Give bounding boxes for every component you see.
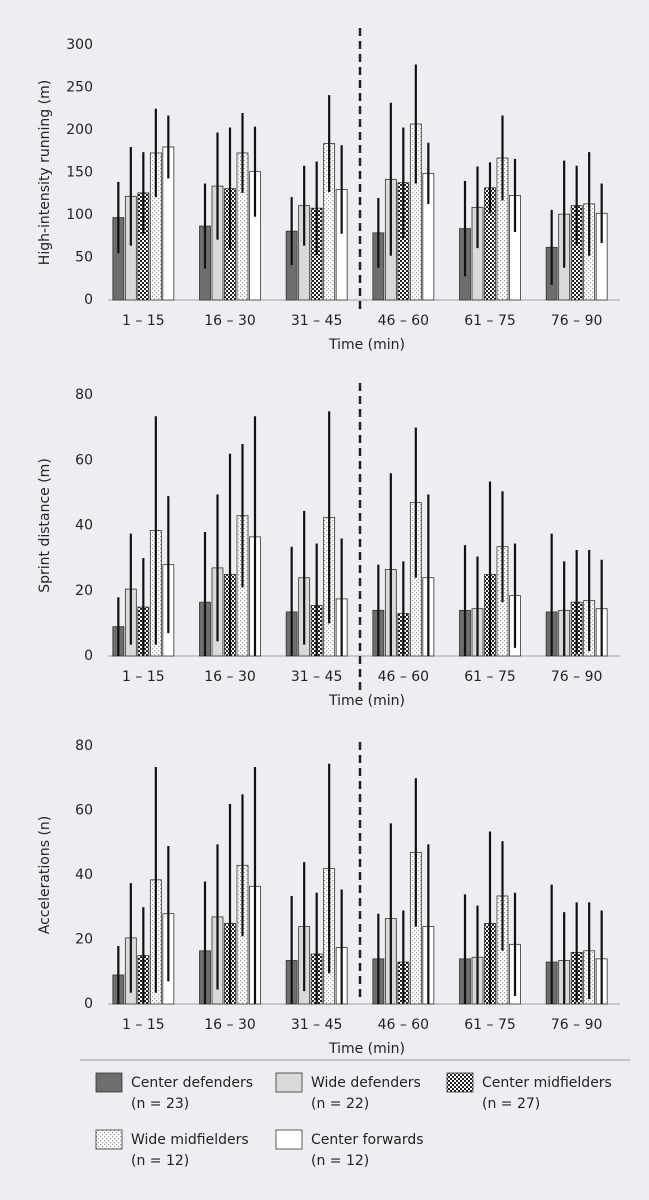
x-tick-label: 46 – 60 — [378, 669, 430, 685]
y-tick-label: 250 — [66, 80, 93, 96]
y-tick-label: 0 — [84, 648, 93, 664]
x-tick-label: 31 – 45 — [291, 1017, 343, 1033]
legend-label: Center midfielders — [482, 1075, 612, 1091]
x-tick-label: 61 – 75 — [464, 1017, 516, 1033]
legend-note: (n = 12) — [311, 1153, 369, 1169]
x-tick-label: 46 – 60 — [378, 1017, 430, 1033]
y-tick-label: 0 — [84, 996, 93, 1012]
legend-label: Wide midfielders — [131, 1132, 249, 1148]
x-tick-label: 46 – 60 — [378, 313, 430, 329]
legend-label: Center defenders — [131, 1075, 253, 1091]
y-tick-label: 40 — [75, 867, 93, 883]
x-tick-label: 1 – 15 — [122, 669, 165, 685]
x-tick-label: 61 – 75 — [464, 313, 516, 329]
y-tick-label: 200 — [66, 122, 93, 138]
legend-note: (n = 27) — [482, 1096, 540, 1112]
x-axis-label: Time (min) — [328, 1041, 405, 1057]
y-tick-label: 150 — [66, 165, 93, 181]
x-tick-label: 16 – 30 — [204, 1017, 256, 1033]
y-tick-label: 80 — [75, 738, 93, 754]
y-tick-label: 40 — [75, 518, 93, 534]
y-tick-label: 50 — [75, 250, 93, 266]
x-tick-label: 76 – 90 — [551, 313, 603, 329]
x-tick-label: 31 – 45 — [291, 669, 343, 685]
legend-swatch — [95, 1072, 123, 1093]
y-tick-label: 60 — [75, 452, 93, 468]
legend-swatch — [446, 1072, 474, 1093]
y-tick-label: 20 — [75, 932, 93, 948]
x-tick-label: 16 – 30 — [204, 313, 256, 329]
x-tick-label: 61 – 75 — [464, 669, 516, 685]
y-axis-label: High-intensity running (m) — [37, 80, 53, 265]
y-axis-label: Accelerations (n) — [37, 816, 53, 935]
legend-swatch — [275, 1072, 303, 1093]
legend-note: (n = 23) — [131, 1096, 189, 1112]
y-tick-label: 100 — [66, 207, 93, 223]
y-tick-label: 80 — [75, 387, 93, 403]
x-tick-label: 76 – 90 — [551, 1017, 603, 1033]
y-axis-label: Sprint distance (m) — [37, 458, 53, 593]
x-tick-label: 76 – 90 — [551, 669, 603, 685]
legend-label: Center forwards — [311, 1132, 424, 1148]
legend-label: Wide defenders — [311, 1075, 421, 1091]
x-axis-label: Time (min) — [328, 337, 405, 353]
y-tick-label: 20 — [75, 583, 93, 599]
legend-note: (n = 22) — [311, 1096, 369, 1112]
legend-note: (n = 12) — [131, 1153, 189, 1169]
legend-swatch — [95, 1129, 123, 1150]
y-tick-label: 0 — [84, 292, 93, 308]
x-tick-label: 1 – 15 — [122, 1017, 165, 1033]
legend-swatch — [275, 1129, 303, 1150]
y-tick-label: 300 — [66, 37, 93, 53]
x-axis-label: Time (min) — [328, 693, 405, 709]
x-tick-label: 1 – 15 — [122, 313, 165, 329]
y-tick-label: 60 — [75, 803, 93, 819]
x-tick-label: 16 – 30 — [204, 669, 256, 685]
x-tick-label: 31 – 45 — [291, 313, 343, 329]
